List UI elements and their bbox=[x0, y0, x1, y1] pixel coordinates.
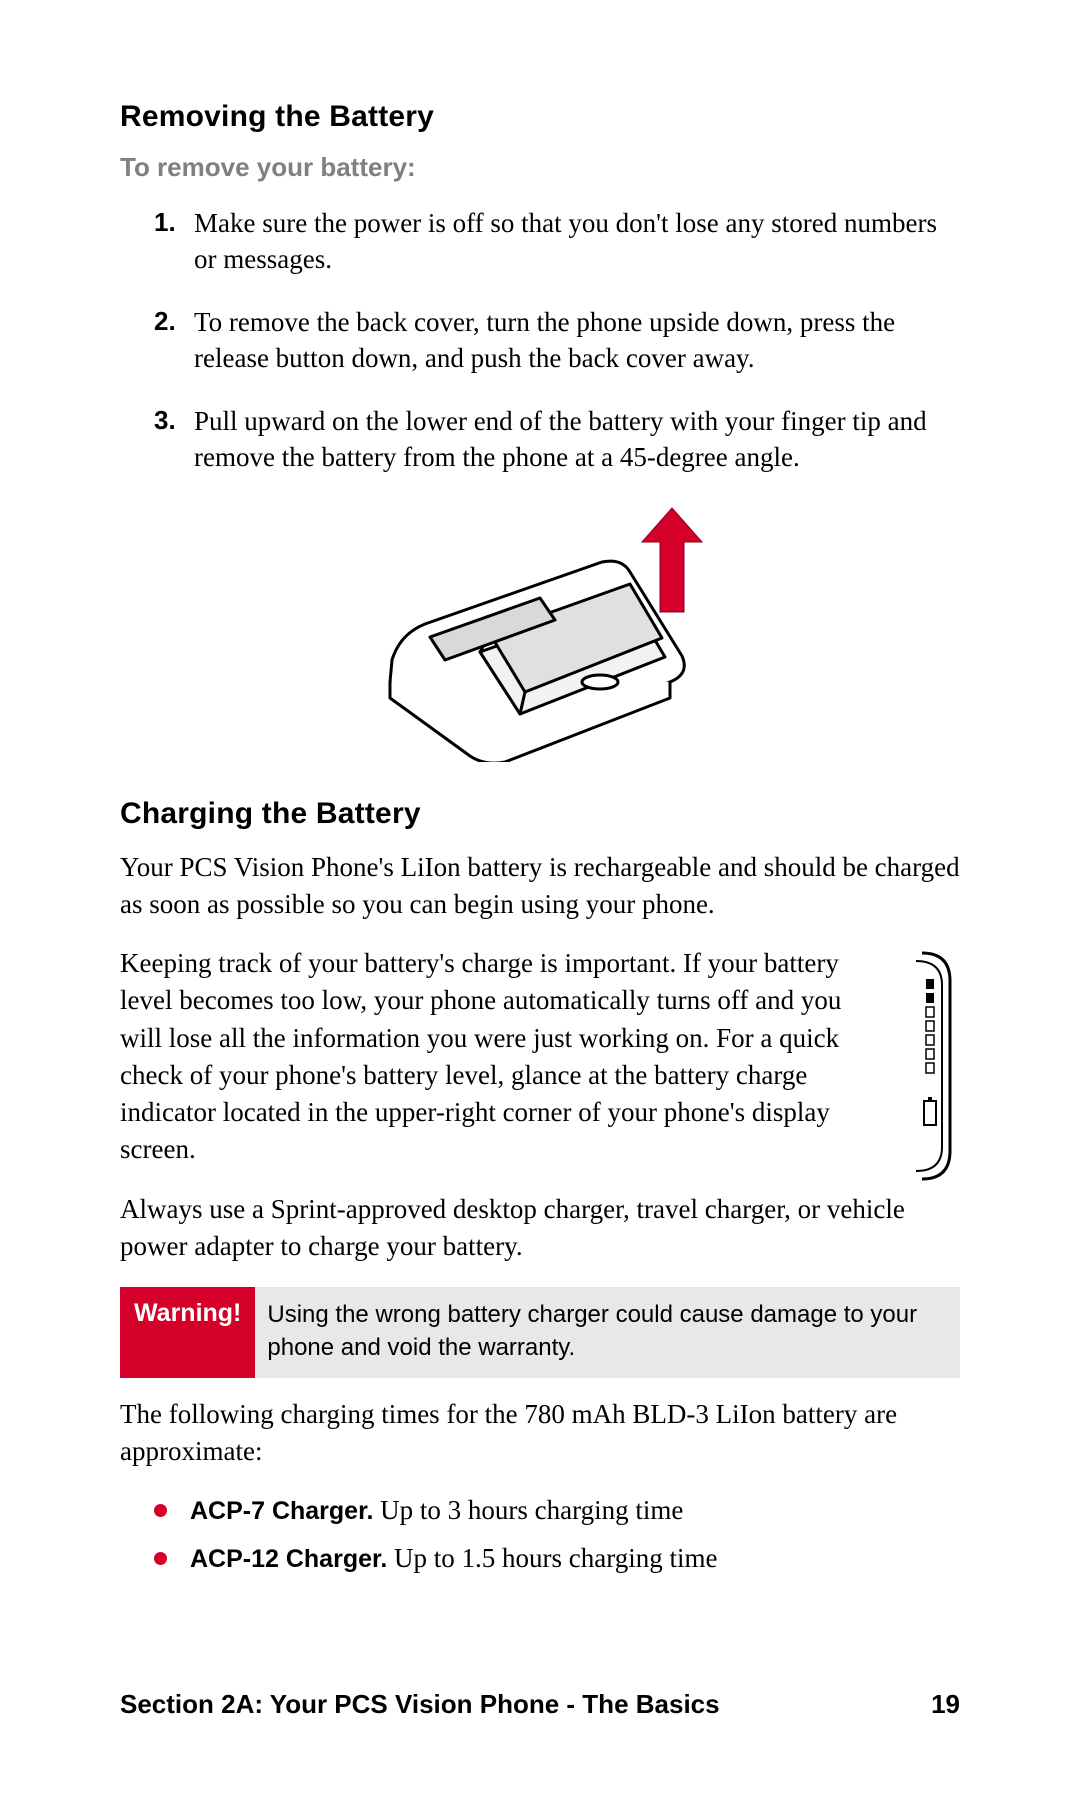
step-item: Pull upward on the lower end of the batt… bbox=[154, 403, 960, 476]
para-charging-intro: Your PCS Vision Phone's LiIon battery is… bbox=[120, 849, 960, 924]
warning-text: Using the wrong battery charger could ca… bbox=[255, 1287, 960, 1378]
battery-indicator-icon bbox=[888, 951, 960, 1181]
list-item: ACP-7 Charger. Up to 3 hours charging ti… bbox=[154, 1492, 960, 1530]
charger-desc: Up to 3 hours charging time bbox=[373, 1495, 683, 1525]
charger-desc: Up to 1.5 hours charging time bbox=[387, 1543, 717, 1573]
para-approved-charger: Always use a Sprint-approved desktop cha… bbox=[120, 1191, 960, 1266]
subheading-remove-battery: To remove your battery: bbox=[120, 152, 960, 183]
para-charging-times-intro: The following charging times for the 780… bbox=[120, 1396, 960, 1471]
para-charge-tracking: Keeping track of your battery's charge i… bbox=[120, 945, 960, 1169]
charger-name: ACP-12 Charger. bbox=[190, 1545, 387, 1573]
steps-list: Make sure the power is off so that you d… bbox=[154, 205, 960, 476]
charging-times-list: ACP-7 Charger. Up to 3 hours charging ti… bbox=[154, 1492, 960, 1578]
page-footer: Section 2A: Your PCS Vision Phone - The … bbox=[120, 1689, 960, 1720]
list-item: ACP-12 Charger. Up to 1.5 hours charging… bbox=[154, 1540, 960, 1578]
heading-removing-battery: Removing the Battery bbox=[120, 100, 960, 134]
figure-battery-removal bbox=[120, 502, 960, 767]
battery-indicator-figure bbox=[888, 951, 960, 1186]
heading-charging-battery: Charging the Battery bbox=[120, 797, 960, 831]
step-item: To remove the back cover, turn the phone… bbox=[154, 304, 960, 377]
footer-page-number: 19 bbox=[931, 1689, 960, 1720]
warning-label: Warning! bbox=[120, 1287, 255, 1378]
charger-name: ACP-7 Charger. bbox=[190, 1497, 373, 1525]
phone-battery-illustration-icon bbox=[330, 502, 750, 762]
step-item: Make sure the power is off so that you d… bbox=[154, 205, 960, 278]
warning-callout: Warning! Using the wrong battery charger… bbox=[120, 1287, 960, 1378]
footer-section-label: Section 2A: Your PCS Vision Phone - The … bbox=[120, 1689, 720, 1720]
